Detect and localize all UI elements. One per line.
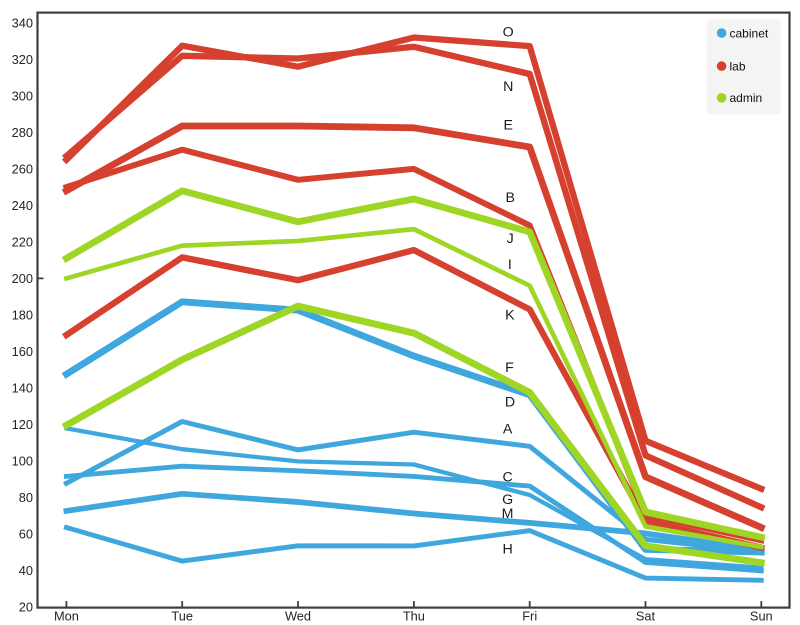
svg-text:Sun: Sun [750, 608, 773, 623]
svg-text:Wed: Wed [285, 608, 311, 623]
svg-text:40: 40 [19, 563, 33, 578]
svg-text:D: D [505, 395, 515, 411]
svg-text:140: 140 [12, 380, 33, 395]
svg-text:Thu: Thu [403, 608, 425, 623]
svg-text:260: 260 [12, 161, 33, 176]
svg-text:C: C [502, 469, 512, 485]
svg-text:E: E [503, 117, 512, 133]
svg-text:O: O [503, 24, 514, 40]
svg-text:120: 120 [12, 417, 33, 432]
svg-text:N: N [503, 79, 513, 95]
svg-text:300: 300 [12, 88, 33, 103]
svg-text:340: 340 [12, 15, 33, 30]
svg-text:lab: lab [730, 59, 746, 73]
svg-text:20: 20 [19, 599, 33, 614]
svg-text:80: 80 [19, 490, 33, 505]
svg-text:admin: admin [730, 91, 763, 105]
svg-text:100: 100 [12, 453, 33, 468]
svg-text:cabinet: cabinet [730, 26, 769, 40]
svg-text:Mon: Mon [54, 608, 79, 623]
svg-text:Fri: Fri [522, 608, 537, 623]
svg-text:280: 280 [12, 125, 33, 140]
svg-text:G: G [502, 492, 513, 508]
svg-text:180: 180 [12, 307, 33, 322]
svg-text:Sat: Sat [636, 608, 656, 623]
svg-text:160: 160 [12, 344, 33, 359]
svg-text:200: 200 [12, 271, 33, 286]
svg-text:A: A [503, 421, 513, 437]
svg-text:320: 320 [12, 52, 33, 67]
svg-text:H: H [502, 541, 512, 557]
svg-text:K: K [505, 307, 515, 323]
svg-text:220: 220 [12, 234, 33, 249]
svg-text:F: F [505, 360, 514, 376]
svg-text:240: 240 [12, 198, 33, 213]
svg-text:B: B [505, 190, 514, 206]
svg-text:I: I [508, 257, 512, 273]
svg-text:60: 60 [19, 526, 33, 541]
svg-text:J: J [507, 231, 514, 247]
svg-text:Tue: Tue [171, 608, 193, 623]
svg-text:M: M [502, 506, 514, 522]
